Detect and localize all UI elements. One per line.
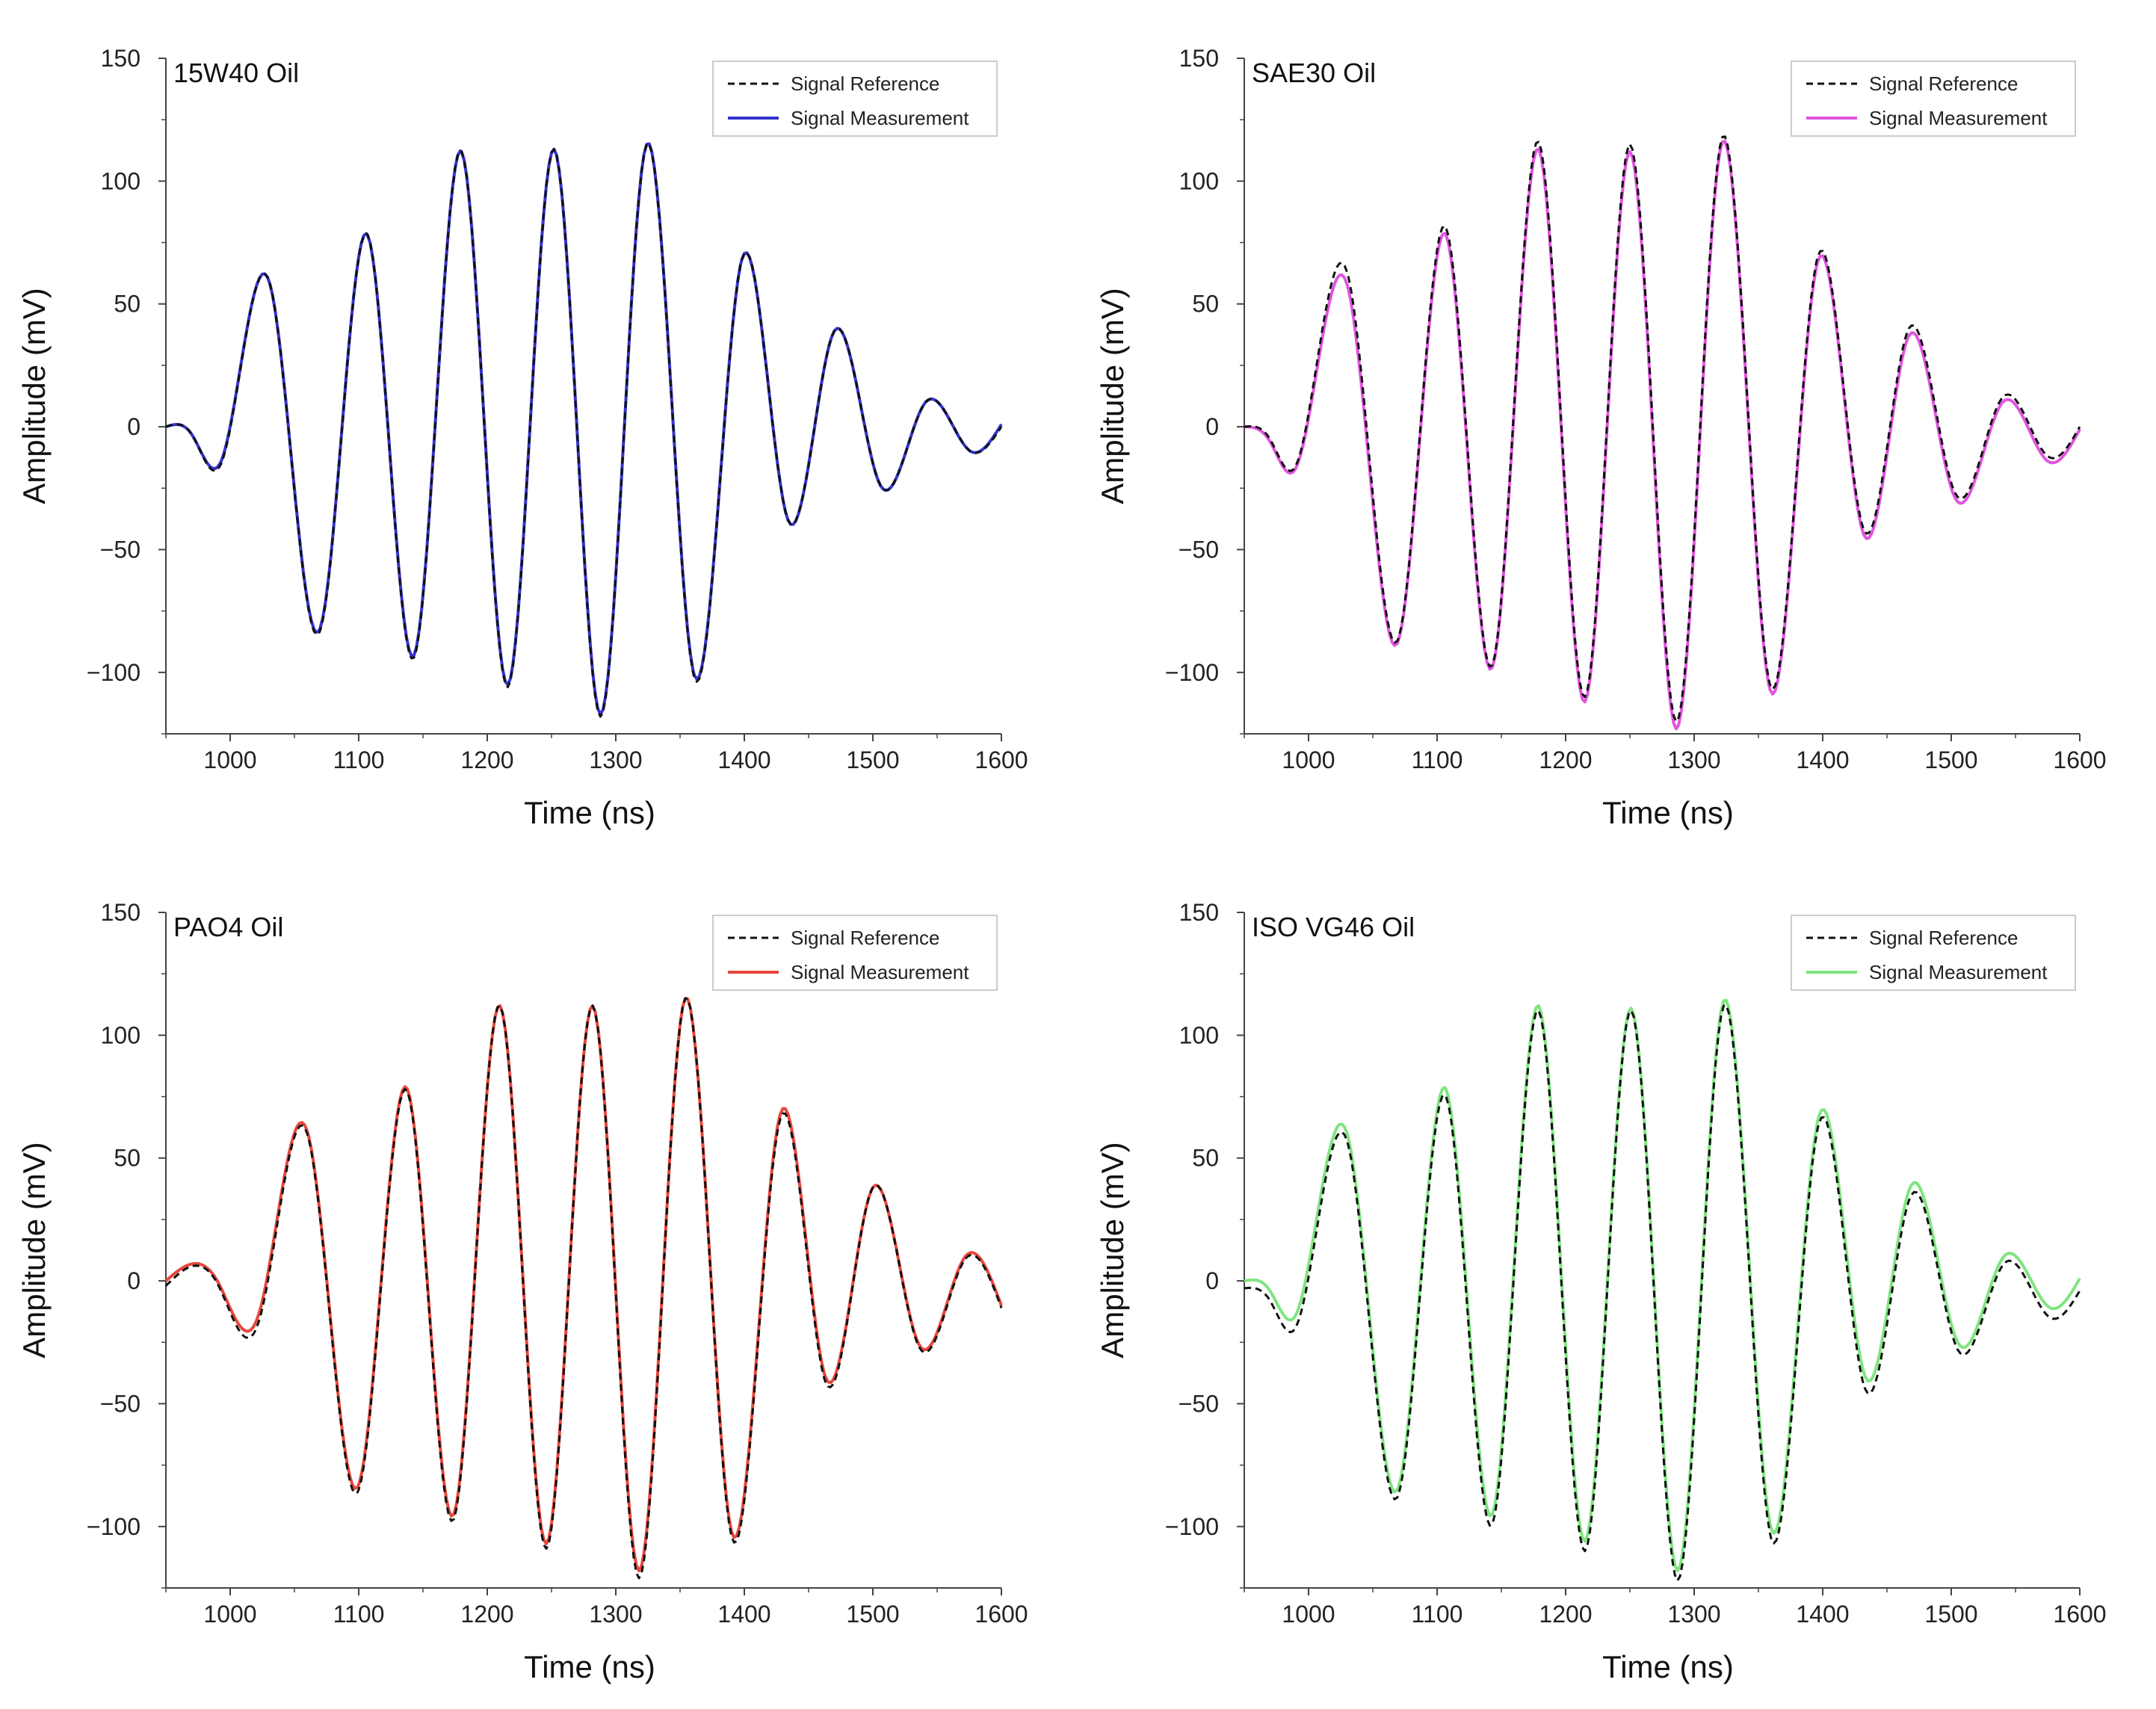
x-tick-label: 1000 (203, 1601, 256, 1628)
y-tick-label: 50 (1192, 1145, 1219, 1172)
x-tick-label: 1500 (1924, 1601, 1977, 1628)
legend-label-signal-reference: Signal Reference (1869, 927, 2018, 949)
legend: Signal Reference Signal Measurement (1791, 915, 2076, 991)
x-tick-label: 1500 (1924, 747, 1977, 773)
y-tick-label: −100 (1165, 1513, 1219, 1540)
x-axis-title: Time (ns) (1602, 795, 1734, 830)
x-tick-label: 1200 (460, 747, 513, 773)
legend-box (712, 915, 998, 991)
y-tick-label: −50 (1179, 1390, 1219, 1417)
x-tick-label: 1300 (589, 747, 642, 773)
x-tick-label: 1400 (717, 747, 770, 773)
y-tick-label: 0 (127, 1267, 140, 1294)
series-line-signal-reference (1244, 135, 2081, 723)
series-line-signal-measurement (165, 142, 1003, 716)
legend-label-signal-reference: Signal Reference (791, 927, 939, 949)
x-tick-label: 1400 (1796, 1601, 1849, 1628)
legend-label-signal-reference: Signal Reference (791, 72, 939, 95)
y-tick-label: −100 (1165, 659, 1219, 686)
y-tick-label: 100 (1179, 167, 1219, 194)
x-tick-label: 1000 (1282, 747, 1335, 773)
x-tick-label: 1400 (1796, 747, 1849, 773)
legend-label-signal-measurement: Signal Measurement (1869, 961, 2048, 983)
y-tick-label: 150 (1179, 899, 1219, 926)
x-tick-label: 1500 (846, 747, 899, 773)
panel-title: ISO VG46 Oil (1252, 912, 1415, 942)
x-axis-title: Time (ns) (524, 1649, 655, 1684)
x-tick-label: 1600 (974, 1601, 1028, 1628)
y-tick-label: 0 (1205, 1267, 1219, 1294)
x-tick-label: 1100 (1412, 747, 1463, 773)
y-tick-label: −100 (87, 1513, 140, 1540)
series-line-signal-reference (164, 997, 1003, 1580)
legend: Signal Reference Signal Measurement (1791, 61, 2076, 137)
panel-title: SAE30 Oil (1252, 58, 1376, 88)
legend-label-signal-measurement: Signal Measurement (791, 961, 969, 983)
x-tick-label: 1100 (333, 1601, 385, 1628)
y-axis-title: Amplitude (mV) (16, 288, 52, 504)
x-tick-label: 1200 (1539, 1601, 1592, 1628)
x-axis-title: Time (ns) (1602, 1649, 1734, 1684)
legend-label-signal-reference: Signal Reference (1869, 72, 2018, 95)
x-tick-label: 1100 (333, 747, 385, 773)
x-tick-label: 1300 (1667, 747, 1720, 773)
series-line-signal-measurement (1244, 140, 2081, 731)
y-tick-label: 50 (114, 291, 140, 318)
y-tick-label: 150 (1179, 45, 1219, 72)
x-tick-label: 1000 (1282, 1601, 1335, 1628)
y-tick-label: −50 (100, 536, 140, 563)
x-tick-label: 1200 (1539, 747, 1592, 773)
legend-label-signal-measurement: Signal Measurement (791, 107, 969, 129)
x-tick-label: 1500 (846, 1601, 899, 1628)
y-tick-label: 100 (101, 167, 140, 194)
chart-15w40-oil: 1000 1100 1200 1300 1400 1500 1600 150 100 50 0 −50… (16, 45, 1028, 830)
y-tick-label: 0 (127, 413, 140, 440)
x-axis-title: Time (ns) (524, 795, 655, 830)
y-tick-label: 100 (1179, 1022, 1219, 1048)
y-tick-label: 100 (101, 1022, 140, 1048)
x-tick-label: 1300 (1667, 1601, 1720, 1628)
panel-title: 15W40 Oil (173, 58, 299, 88)
series-line-signal-reference (1244, 1004, 2081, 1582)
y-tick-label: 150 (101, 45, 140, 72)
y-tick-label: −50 (100, 1390, 140, 1417)
x-tick-label: 1200 (460, 1601, 513, 1628)
x-tick-label: 1300 (589, 1601, 642, 1628)
y-tick-label: 0 (1205, 413, 1219, 440)
legend-label-signal-measurement: Signal Measurement (1869, 107, 2048, 129)
legend-box (712, 61, 998, 137)
series-line-signal-measurement (1244, 998, 2081, 1572)
x-tick-label: 1100 (1412, 1601, 1463, 1628)
legend-box (1791, 915, 2076, 991)
chart-iso-vg46-oil: 1000 1100 1200 1300 1400 1500 1600 150 100 50 0 −50… (1095, 899, 2107, 1684)
y-axis-title: Amplitude (mV) (1095, 1142, 1130, 1358)
x-tick-label: 1400 (717, 1601, 770, 1628)
y-axis-title: Amplitude (mV) (16, 1142, 52, 1358)
legend: Signal Reference Signal Measurement (712, 61, 998, 137)
y-axis-title: Amplitude (mV) (1095, 288, 1130, 504)
chart-sae30-oil: 1000 1100 1200 1300 1400 1500 1600 150 100 50 0 −50… (1095, 45, 2107, 830)
series-line-signal-measurement (164, 997, 1003, 1572)
y-tick-label: 150 (101, 899, 140, 926)
legend: Signal Reference Signal Measurement (712, 915, 998, 991)
series-line-signal-reference (165, 142, 1003, 718)
x-tick-label: 1600 (2053, 1601, 2106, 1628)
legend-box (1791, 61, 2076, 137)
x-tick-label: 1600 (2053, 747, 2106, 773)
x-tick-label: 1000 (203, 747, 256, 773)
y-tick-label: 50 (114, 1145, 140, 1172)
y-tick-label: −50 (1179, 536, 1219, 563)
y-tick-label: −100 (87, 659, 140, 686)
y-tick-label: 50 (1192, 291, 1219, 318)
x-tick-label: 1600 (974, 747, 1028, 773)
chart-pao4-oil: 1000 1100 1200 1300 1400 1500 1600 150 100 50 0 −50… (16, 899, 1028, 1684)
panel-title: PAO4 Oil (173, 912, 283, 942)
